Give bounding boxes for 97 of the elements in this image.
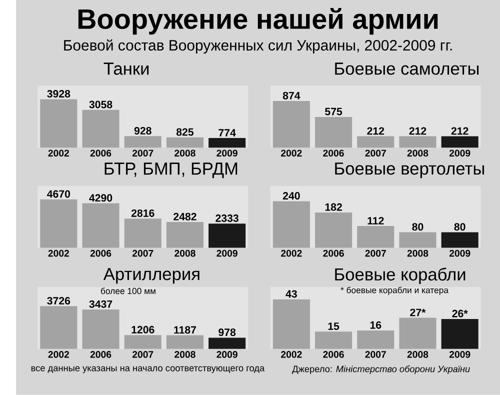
text: Джерело: Міністерство оборони України (292, 365, 470, 374)
bar (166, 335, 204, 349)
data-label: 15 (328, 322, 340, 330)
bar (272, 299, 310, 349)
data-label: 212 (409, 127, 426, 135)
x-tick-label: 2006 (90, 250, 112, 257)
x-tick-label: 2008 (407, 351, 428, 358)
bar (441, 319, 478, 349)
text: Вооружение нашей армии (78, 8, 438, 35)
x-tick-label: 2002 (48, 250, 69, 257)
x-tick-label: 2008 (407, 250, 428, 257)
x-tick-label: 2002 (281, 250, 302, 257)
bar (357, 330, 394, 349)
bar (82, 110, 120, 148)
x-tick-label: 2007 (132, 250, 154, 257)
data-label: 112 (368, 217, 384, 224)
bar (40, 306, 78, 349)
bar (208, 138, 246, 148)
data-label: 2816 (131, 210, 154, 218)
x-tick-label: 2006 (323, 351, 344, 358)
x-tick-label: 2007 (132, 150, 154, 157)
data-label: 1206 (132, 326, 154, 334)
bar (315, 212, 352, 248)
x-tick-label: 2006 (323, 150, 344, 157)
data-label: 4670 (47, 190, 70, 198)
text: Боевой состав Вооруженных сил Украины, 2002-2009 гг. (64, 39, 452, 54)
bar (357, 226, 394, 248)
data-label: 27* (410, 308, 426, 316)
bar (208, 338, 246, 349)
x-tick-label: 2006 (90, 351, 112, 358)
x-tick-label: 2006 (90, 150, 112, 157)
data-label: 212 (451, 127, 468, 135)
x-tick-label: 2009 (449, 351, 470, 358)
x-tick-label: 2009 (216, 150, 238, 157)
x-tick-label: 2007 (365, 250, 386, 257)
data-label: 3058 (89, 100, 112, 108)
x-tick-label: 2008 (174, 351, 196, 358)
x-tick-label: 2008 (174, 250, 196, 257)
data-label: 80 (412, 223, 424, 231)
chart-title: Боевые вертолеты (335, 162, 484, 178)
bar (208, 224, 246, 248)
x-tick-label: 2009 (449, 250, 470, 257)
x-tick-label: 2002 (281, 351, 302, 358)
x-tick-label: 2006 (323, 250, 344, 257)
data-label: 774 (218, 129, 236, 136)
data-label: 43 (286, 290, 297, 298)
bar (315, 332, 352, 349)
data-label: 1187 (174, 326, 196, 334)
data-label: 16 (370, 321, 382, 329)
x-tick-label: 2009 (216, 250, 238, 257)
x-tick-label: 2009 (449, 150, 470, 157)
bar (166, 222, 204, 248)
data-label: 928 (134, 127, 152, 135)
bar (124, 335, 162, 349)
chart-title: Артиллерия (103, 268, 200, 284)
bar (441, 232, 478, 248)
chart-title: БТР, БМП, БРДМ (104, 162, 238, 178)
data-label: 182 (325, 203, 342, 211)
data-label: 212 (367, 127, 384, 135)
x-tick-label: 2002 (48, 150, 69, 157)
chart-title: Танки (104, 62, 149, 75)
chart-title: Боевые самолеты (335, 62, 479, 75)
data-label: 3928 (47, 90, 70, 98)
data-label: 240 (282, 192, 300, 200)
data-label: 3726 (47, 297, 70, 305)
bar (124, 136, 162, 148)
text: все данные указаны на начало соответствующего года (31, 366, 265, 374)
chart-subtitle: более 100 мм (100, 288, 156, 294)
data-label: 80 (454, 223, 466, 231)
x-tick-label: 2007 (132, 351, 154, 358)
bar (40, 199, 78, 248)
bar (272, 201, 310, 248)
data-label: 4290 (89, 194, 112, 202)
data-label: 3437 (89, 300, 112, 308)
chart-title: Боевые корабли (335, 268, 466, 284)
data-label: 2333 (216, 214, 238, 222)
x-tick-label: 2009 (216, 351, 238, 358)
data-label: 575 (325, 108, 342, 116)
bar (124, 218, 162, 248)
data-label: 2482 (174, 212, 196, 220)
bar (82, 310, 120, 349)
bar (399, 232, 436, 248)
x-tick-label: 2002 (281, 150, 302, 157)
x-tick-label: 2008 (174, 150, 196, 157)
bar (399, 318, 436, 349)
x-tick-label: 2007 (365, 351, 386, 358)
data-label: 978 (218, 328, 236, 336)
data-label: 26* (452, 310, 468, 318)
x-tick-label: 2007 (365, 150, 386, 157)
x-tick-label: 2002 (48, 351, 69, 358)
chart-subtitle: * боевые корабли и катера (340, 286, 449, 295)
bar (82, 203, 120, 248)
data-label: 874 (282, 92, 300, 100)
bar (40, 99, 78, 148)
bar (166, 137, 204, 148)
x-tick-label: 2008 (407, 150, 428, 157)
data-label: 825 (176, 128, 194, 136)
